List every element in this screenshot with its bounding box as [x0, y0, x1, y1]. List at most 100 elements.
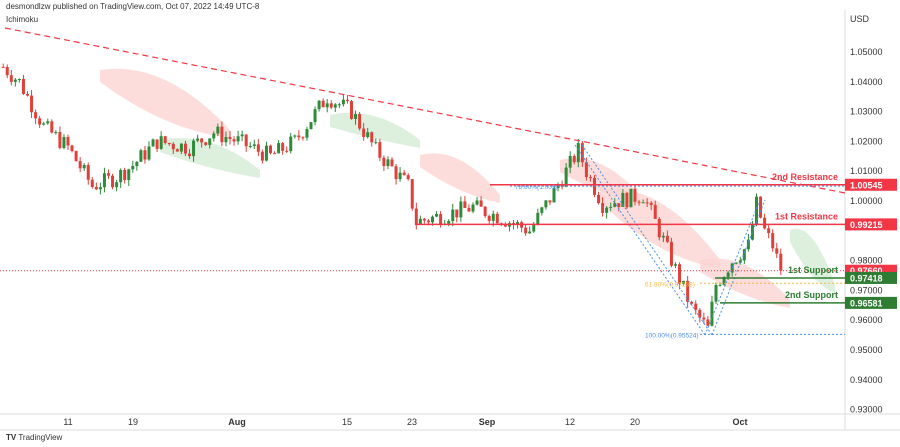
candle-body [78, 161, 82, 169]
candle-body [406, 175, 410, 180]
candle-body [115, 182, 119, 188]
candle-body [17, 78, 21, 80]
candle-body [175, 149, 179, 152]
candle-body [260, 151, 264, 161]
candle-body [669, 241, 673, 266]
candle-body [580, 143, 584, 163]
y-tick-label: 0.95000 [850, 345, 883, 355]
candle-body [617, 203, 621, 207]
y-tick-label: 1.05000 [850, 47, 883, 57]
candle-body [119, 169, 123, 183]
candle-body [661, 235, 665, 238]
candle-body [763, 217, 767, 229]
candle-body [455, 209, 459, 218]
candle-body [512, 223, 515, 225]
candle-body [171, 143, 175, 150]
candle-body [479, 200, 483, 207]
candle-body [54, 132, 58, 134]
candle-body [418, 218, 422, 225]
candle-body [74, 151, 78, 162]
candle-body [702, 317, 706, 320]
x-tick-label: Oct [732, 417, 747, 427]
candle-body [503, 224, 507, 227]
y-tick-label: 0.98000 [850, 256, 883, 266]
candle-body [771, 233, 775, 249]
publisher-header: desmondlzw published on TradingView.com,… [6, 2, 260, 11]
candle-body [435, 214, 439, 217]
candle-body [94, 186, 98, 190]
y-tick-label: 0.94000 [850, 375, 883, 385]
candle-body [548, 200, 552, 203]
candle-body [597, 194, 601, 204]
ichimoku-cloud [790, 228, 835, 293]
candle-body [410, 179, 414, 209]
candle-body [337, 104, 341, 106]
level-price-badge [845, 178, 897, 191]
candle-body [200, 138, 204, 143]
candle-body [552, 188, 556, 203]
candle-body [710, 301, 714, 326]
level-price-label: 0.97418 [850, 273, 883, 283]
level-price-label: 0.99215 [850, 220, 883, 230]
current-price-label: 0.97660 [850, 266, 883, 276]
candle-body [584, 162, 588, 178]
candle-body [325, 103, 329, 108]
candle-body [706, 319, 710, 326]
candle-body [216, 126, 220, 134]
level-price-badge [845, 271, 897, 284]
candle-body [139, 150, 143, 162]
candle-body [98, 187, 102, 190]
x-tick-label: Aug [228, 417, 246, 427]
candle-body [297, 135, 301, 138]
candle-body [317, 100, 321, 110]
candle-body [123, 169, 127, 181]
candle-body [183, 143, 187, 154]
candle-body [362, 128, 366, 138]
indicator-label[interactable]: Ichimoku [6, 15, 39, 24]
candle-body [483, 206, 487, 216]
candle-body [350, 101, 353, 120]
ichimoku-cloud [100, 68, 230, 138]
level-price-badge [845, 296, 897, 309]
candle-body [50, 121, 54, 133]
candle-body [345, 99, 349, 102]
candle-body [240, 134, 244, 137]
candle-body [143, 150, 147, 160]
candle-body [759, 196, 763, 218]
x-tick-label: 12 [565, 417, 575, 427]
candle-body [228, 136, 232, 140]
candle-body [726, 272, 730, 278]
level-name-label: 2nd Support [785, 290, 838, 300]
y-tick-label: 1.04000 [850, 77, 883, 87]
candle-body [767, 228, 771, 234]
candle-body [633, 188, 637, 202]
candle-body [686, 280, 690, 302]
candle-body [188, 153, 191, 157]
candle-body [70, 145, 74, 152]
candle-body [564, 167, 568, 187]
candle-body [698, 309, 702, 318]
y-tick-label: 0.93000 [850, 405, 883, 415]
candle-body [82, 165, 86, 169]
candle-body [738, 260, 742, 263]
candle-body [718, 284, 722, 286]
candle-body [426, 220, 430, 223]
candle-body [58, 132, 62, 148]
candle-body [111, 175, 115, 188]
candle-body [447, 221, 451, 224]
candle-body [641, 202, 645, 204]
candle-body [637, 201, 641, 203]
candle-body [9, 75, 13, 82]
candle-body [192, 140, 196, 157]
x-tick-label: 15 [342, 417, 352, 427]
candle-body [147, 146, 151, 160]
candle-body [34, 112, 38, 119]
candle-body [629, 188, 633, 208]
candle-body [281, 143, 285, 151]
candle-body [544, 200, 548, 208]
candle-body [576, 143, 580, 163]
candle-body [329, 103, 333, 108]
level-name-label: 1st Support [788, 265, 838, 275]
ichimoku-cloud [420, 153, 500, 203]
